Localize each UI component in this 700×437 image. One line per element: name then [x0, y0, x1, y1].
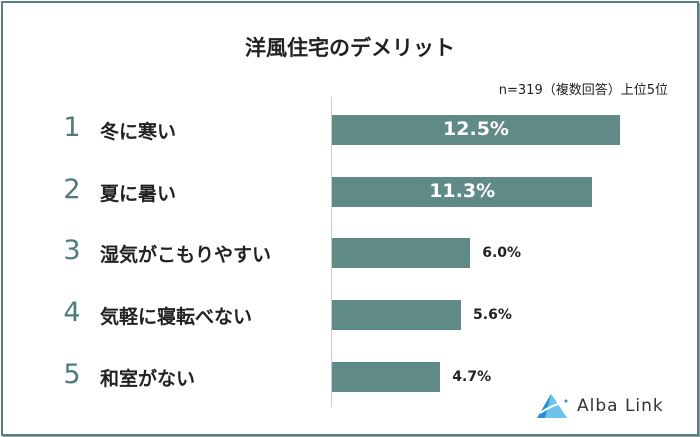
rank-number: 4	[63, 297, 81, 329]
rank-number: 5	[63, 358, 81, 390]
bar	[332, 361, 441, 392]
logo-text: Alba Link	[577, 396, 664, 416]
category-label: 湿気がこもりやすい	[100, 244, 272, 267]
alba-link-logo: Alba Link	[537, 393, 664, 419]
logo-triangle-icon	[537, 394, 568, 418]
category-label: 気軽に寝転べない	[100, 306, 253, 329]
value-label: 12.5%	[443, 118, 509, 140]
bar	[332, 300, 462, 331]
value-label: 5.6%	[473, 307, 512, 324]
rank-number: 2	[63, 173, 81, 205]
rank-number: 1	[63, 112, 81, 143]
bar	[332, 176, 593, 207]
value-label: 11.3%	[429, 179, 496, 202]
category-label: 冬に寒い	[100, 121, 177, 143]
bar	[332, 115, 620, 145]
category-label: 夏に暑い	[100, 182, 177, 205]
value-label: 6.0%	[482, 245, 522, 262]
y-axis-line	[331, 97, 332, 407]
rank-number: 3	[63, 235, 81, 267]
bar	[332, 238, 471, 269]
chart-title: 洋風住宅のデメリット	[245, 36, 455, 60]
category-label: 和室がない	[100, 367, 196, 390]
sample-note: n=319（複数回答）上位5位	[498, 83, 668, 98]
value-label: 4.7%	[452, 368, 492, 385]
